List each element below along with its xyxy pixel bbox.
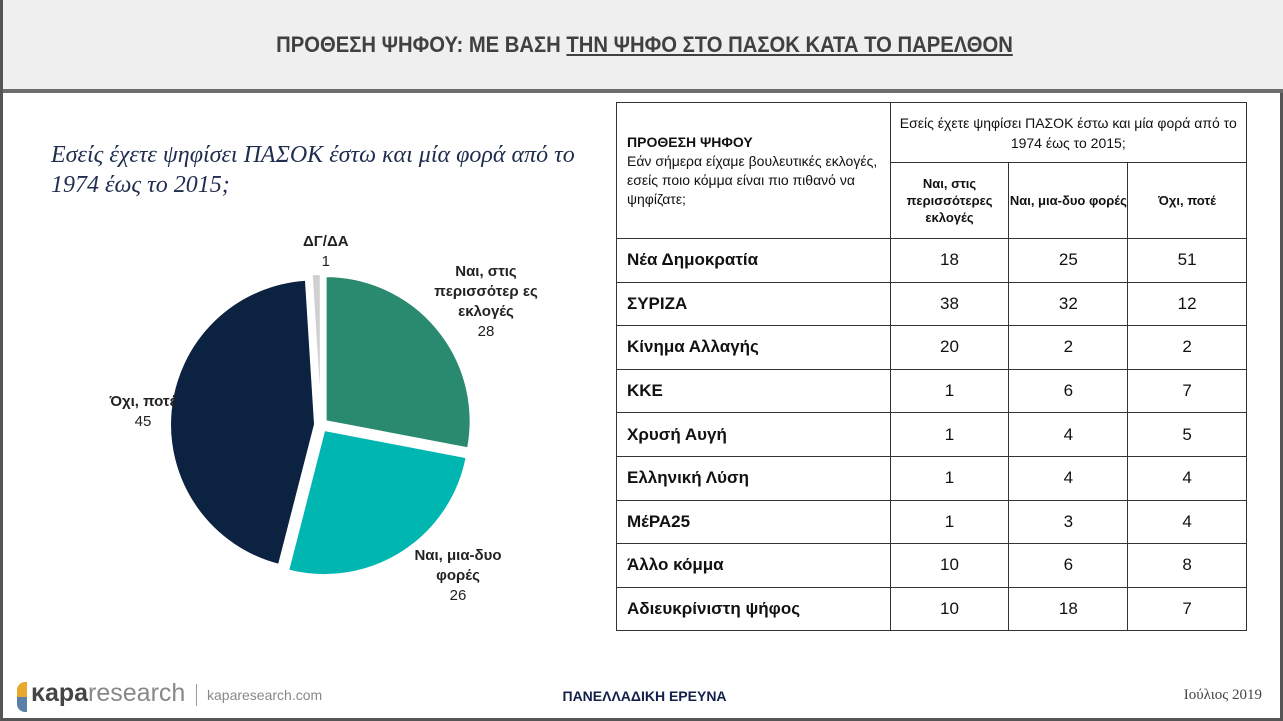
table-cell: 10: [889, 586, 1010, 632]
table-cell: 2: [1127, 325, 1247, 370]
table-cell: 18: [889, 238, 1010, 283]
col-header: Ναι, στις περισσότερες εκλογές: [889, 162, 1010, 239]
results-table: ΠΡΟΘΕΣΗ ΨΗΦΟΥ Εάν σήμερα είχαμε βουλευτικ…: [616, 102, 1248, 632]
group-header: Εσείς έχετε ψηφίσει ΠΑΣΟΚ έστω και μία φ…: [889, 102, 1248, 163]
label-dgda: ΔΓ/ΔΑ 1: [303, 233, 349, 270]
table-cell: 25: [1008, 238, 1129, 283]
table-cell: 7: [1127, 586, 1247, 632]
table-cell: 18: [1008, 586, 1129, 632]
pie-slice-1: [286, 428, 468, 577]
party-name: Κίνημα Αλλαγής: [616, 325, 891, 370]
footer: κaparesearch kaparesearch.com ΠΑΝΕΛΛΑΔΙΚ…: [3, 676, 1283, 716]
table-cell: 20: [889, 325, 1010, 370]
table-corner: ΠΡΟΘΕΣΗ ΨΗΦΟΥ Εάν σήμερα είχαμε βουλευτικ…: [616, 102, 891, 239]
table-row: ΚΚΕ 1 6 7: [616, 368, 1247, 414]
website-link[interactable]: kaparesearch.com: [207, 687, 323, 703]
table-cell: 1: [889, 412, 1010, 457]
table-cell: 1: [889, 499, 1010, 545]
table-cell: 3: [1008, 499, 1129, 545]
party-name: Άλλο κόμμα: [616, 543, 891, 588]
slide-title: ΠΡΟΘΕΣΗ ΨΗΦΟΥ: ΜΕ ΒΑΣΗ ΤΗΝ ΨΗΦΟ ΣΤΟ ΠΑΣΟ…: [54, 32, 1234, 58]
table-row: Νέα Δημοκρατία 18 25 51: [616, 238, 1247, 283]
chart-question: Εσείς έχετε ψηφίσει ΠΑΣΟΚ έστω και μία φ…: [51, 142, 575, 198]
pie-chart: [169, 273, 472, 577]
table-cell: 51: [1127, 238, 1247, 283]
table-row: Χρυσή Αυγή 1 4 5: [616, 412, 1247, 457]
table-row: ΜέΡΑ25 1 3 4: [616, 499, 1247, 545]
table-cell: 4: [1127, 499, 1247, 545]
table-cell: 7: [1127, 368, 1247, 414]
label-most: Ναι, στις περισσότερ ες εκλογές 28: [434, 263, 538, 340]
table-cell: 1: [889, 368, 1010, 414]
table-cell: 2: [1008, 325, 1129, 370]
logo: κaparesearch: [31, 679, 186, 707]
col-header: Όχι, ποτέ: [1127, 162, 1247, 239]
table-cell: 4: [1127, 455, 1247, 501]
table-cell: 1: [889, 455, 1010, 501]
party-name: ΚΚΕ: [616, 368, 891, 414]
title-plain: ΠΡΟΘΕΣΗ ΨΗΦΟΥ: ΜΕ ΒΑΣΗ: [276, 32, 567, 57]
logo-mark-icon: [17, 682, 27, 712]
table-row: Ελληνική Λύση 1 4 4: [616, 455, 1247, 501]
pie-slice-0: [324, 275, 472, 450]
table-cell: 12: [1127, 281, 1247, 327]
table-row: Κίνημα Αλλαγής 20 2 2: [616, 325, 1247, 370]
party-name: Αδιευκρίνιστη ψήφος: [616, 586, 891, 632]
table-cell: 38: [889, 281, 1010, 327]
party-name: ΣΥΡΙΖΑ: [616, 281, 891, 327]
title-underlined: ΤΗΝ ΨΗΦΟ ΣΤΟ ΠΑΣΟΚ ΚΑΤΑ ΤΟ ΠΑΡΕΛΘΟΝ: [566, 32, 1013, 57]
footer-center: ΠΑΝΕΛΛΑΔΙΚΗ ΕΡΕΥΝΑ: [562, 688, 727, 704]
party-name: Χρυσή Αυγή: [616, 412, 891, 457]
table-cell: 4: [1008, 412, 1129, 457]
table-cell: 5: [1127, 412, 1247, 457]
party-name: Ελληνική Λύση: [616, 455, 891, 501]
table-row: Αδιευκρίνιστη ψήφος 10 18 7: [616, 586, 1247, 632]
col-header: Ναι, μια-δυο φορές: [1008, 162, 1129, 239]
party-name: Νέα Δημοκρατία: [616, 238, 891, 283]
footer-date: Ιούλιος 2019: [1183, 687, 1262, 703]
table-cell: 10: [889, 543, 1010, 588]
label-never: Όχι, ποτέ 45: [109, 393, 177, 430]
table-cell: 8: [1127, 543, 1247, 588]
table-row: ΣΥΡΙΖΑ 38 32 12: [616, 281, 1247, 327]
table-cell: 6: [1008, 368, 1129, 414]
label-few: Ναι, μια-δυο φορές 26: [414, 547, 502, 604]
table-cell: 32: [1008, 281, 1129, 327]
table-cell: 6: [1008, 543, 1129, 588]
table-row: Άλλο κόμμα 10 6 8: [616, 543, 1247, 588]
table-cell: 4: [1008, 455, 1129, 501]
party-name: ΜέΡΑ25: [616, 499, 891, 545]
pie-slice-2: [169, 278, 317, 567]
pie-slice-3: [310, 273, 322, 420]
slide-header: ΠΡΟΘΕΣΗ ΨΗΦΟΥ: ΜΕ ΒΑΣΗ ΤΗΝ ΨΗΦΟ ΣΤΟ ΠΑΣΟ…: [3, 0, 1283, 93]
